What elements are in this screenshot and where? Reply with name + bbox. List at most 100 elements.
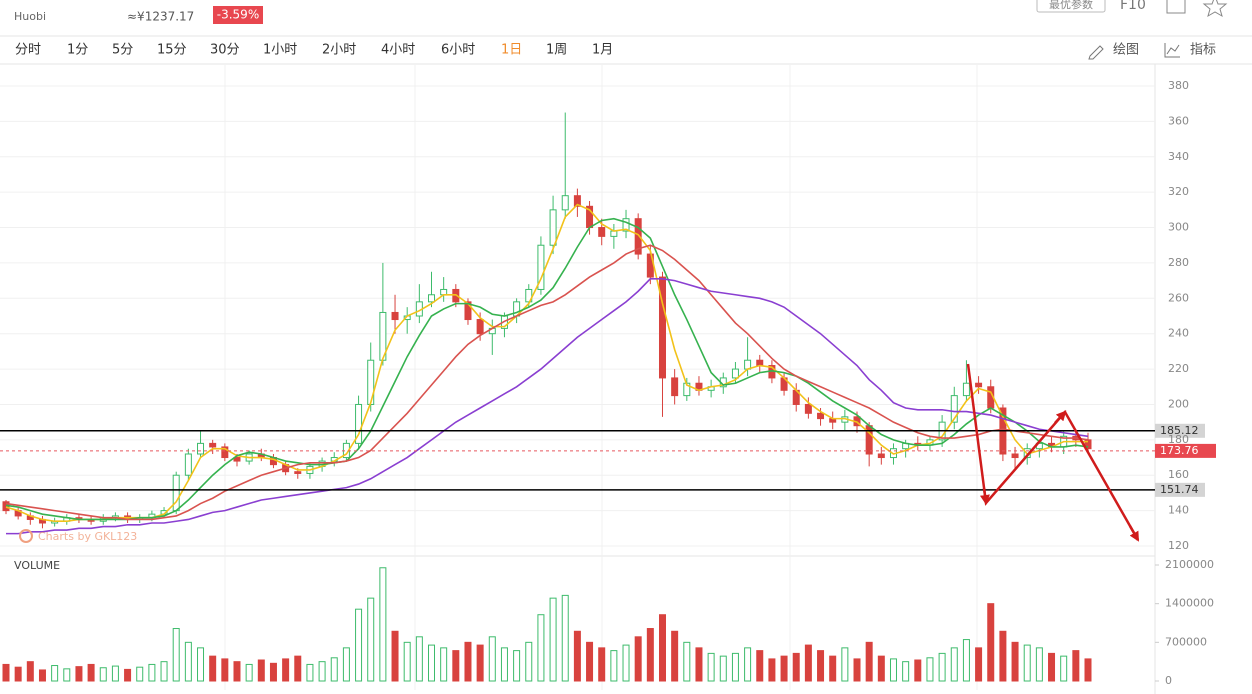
watermark: Charts by GKL123 xyxy=(38,530,137,543)
y-tick-label: 160 xyxy=(1168,468,1189,481)
volume-bar xyxy=(695,647,703,682)
indicator-button[interactable]: 指标 xyxy=(1190,43,1216,58)
volume-bar xyxy=(817,650,825,682)
toolbar: 绘图 指标 分时 1分 5分 15分 30分 1小时 2小时 4小时 6小时 1日 1周 1月 xyxy=(15,43,1216,60)
timeframe-tab[interactable]: 15分 xyxy=(157,43,187,58)
candle-body xyxy=(804,403,812,414)
timeframe-tab[interactable]: 2小时 xyxy=(322,43,356,58)
level-tag xyxy=(1155,482,1205,497)
candle-body xyxy=(221,446,229,459)
volume-bar xyxy=(367,597,375,682)
volume-bar xyxy=(124,668,132,682)
volume-bar xyxy=(136,666,144,682)
volume-bar xyxy=(330,657,338,682)
candle-body xyxy=(877,453,885,459)
timeframe-tab[interactable]: 1分 xyxy=(67,43,88,58)
timeframe-tab[interactable]: 5分 xyxy=(112,43,133,58)
indicator-icon[interactable] xyxy=(1164,43,1180,58)
candle-body xyxy=(209,442,217,448)
watermark-logo xyxy=(19,529,33,543)
volume-bar xyxy=(294,655,302,682)
volume-bar xyxy=(440,647,448,682)
volume-bar xyxy=(500,647,508,682)
volume-bar xyxy=(829,655,837,682)
volume-bar xyxy=(877,655,885,682)
level-tag xyxy=(1155,423,1205,438)
volume-bar xyxy=(646,628,654,682)
params-label[interactable]: 最优参数 xyxy=(1049,0,1093,11)
volume-bar xyxy=(111,665,119,682)
volume-bar xyxy=(987,603,995,682)
volume-bar xyxy=(1060,655,1068,682)
volume-bar xyxy=(209,655,217,682)
draw-button[interactable]: 绘图 xyxy=(1113,43,1139,58)
volume-bar xyxy=(622,644,630,682)
cny-price: ≈¥1237.17 xyxy=(127,10,194,24)
volume-tick-label: 700000 xyxy=(1165,635,1207,648)
levels: 185.12 173.76 151.74 xyxy=(0,423,1216,497)
y-tick-label: 220 xyxy=(1168,362,1189,375)
y-tick-label: 200 xyxy=(1168,397,1189,410)
f10[interactable]: F10 xyxy=(1120,0,1146,13)
volume-bar xyxy=(1023,644,1031,682)
volume-bar xyxy=(537,614,545,682)
candle-body xyxy=(391,311,399,321)
y-tick-label: 320 xyxy=(1168,185,1189,198)
timeframe-tab[interactable]: 6小时 xyxy=(441,43,475,58)
timeframe-tab[interactable]: 1小时 xyxy=(263,43,297,58)
timeframe-tab[interactable]: 分时 xyxy=(15,43,41,58)
volume-bar xyxy=(75,666,83,682)
candle-body xyxy=(428,294,436,303)
volume-bar xyxy=(464,641,472,682)
volume-bar xyxy=(160,661,168,682)
volume-bar xyxy=(573,630,581,682)
volume-bar xyxy=(926,657,934,682)
moving-average xyxy=(5,203,1088,523)
timeframe-tab[interactable]: 1月 xyxy=(592,43,613,58)
moving-average xyxy=(5,244,1089,521)
volume-bar xyxy=(914,659,922,682)
volume-bar xyxy=(707,652,715,682)
volume-bar xyxy=(658,614,666,682)
volume-bar xyxy=(841,647,849,682)
timeframe-tab[interactable]: 4小时 xyxy=(381,43,415,58)
level-label: 173.76 xyxy=(1160,444,1199,457)
volume-bar xyxy=(853,658,861,682)
candle-body xyxy=(294,471,302,474)
arrow-head xyxy=(1054,410,1067,424)
draw-icon[interactable] xyxy=(1088,45,1104,60)
candle-body xyxy=(464,301,472,321)
candle-body xyxy=(975,382,983,388)
volume-bar xyxy=(342,647,350,682)
volume-bar xyxy=(415,636,423,682)
volume-bar xyxy=(428,644,436,682)
timeframe-tab[interactable]: 1日 xyxy=(501,43,522,58)
volume-bar xyxy=(172,628,180,682)
volume-bar xyxy=(148,663,156,682)
volume-bar xyxy=(525,641,533,682)
annotation-arrows xyxy=(966,363,1140,541)
star-icon[interactable] xyxy=(1202,0,1228,18)
volume-bar xyxy=(269,662,277,682)
volume-bar xyxy=(865,641,873,682)
candle-body xyxy=(950,395,958,423)
candle-body xyxy=(197,442,205,455)
candle-body xyxy=(476,319,484,335)
params-button[interactable] xyxy=(1036,0,1106,13)
timeframe-tab[interactable]: 1周 xyxy=(546,43,567,58)
candle-body xyxy=(962,382,970,397)
volume-bar xyxy=(99,667,107,682)
fullscreen-icon[interactable] xyxy=(1166,0,1186,14)
y-tick-label: 360 xyxy=(1168,114,1189,127)
header: Huobi ≈¥1237.17 -3.59% 最优参数 F10 xyxy=(14,0,1228,24)
volume-bar xyxy=(318,661,326,682)
volume-bar xyxy=(476,644,484,682)
moving-average xyxy=(5,217,1089,521)
y-tick-label: 240 xyxy=(1168,327,1189,340)
timeframe-tab[interactable]: 30分 xyxy=(210,43,240,58)
candle-body xyxy=(671,377,679,397)
candle-body xyxy=(622,218,630,232)
y-tick-label: 280 xyxy=(1168,256,1189,269)
candle-body xyxy=(598,227,606,237)
